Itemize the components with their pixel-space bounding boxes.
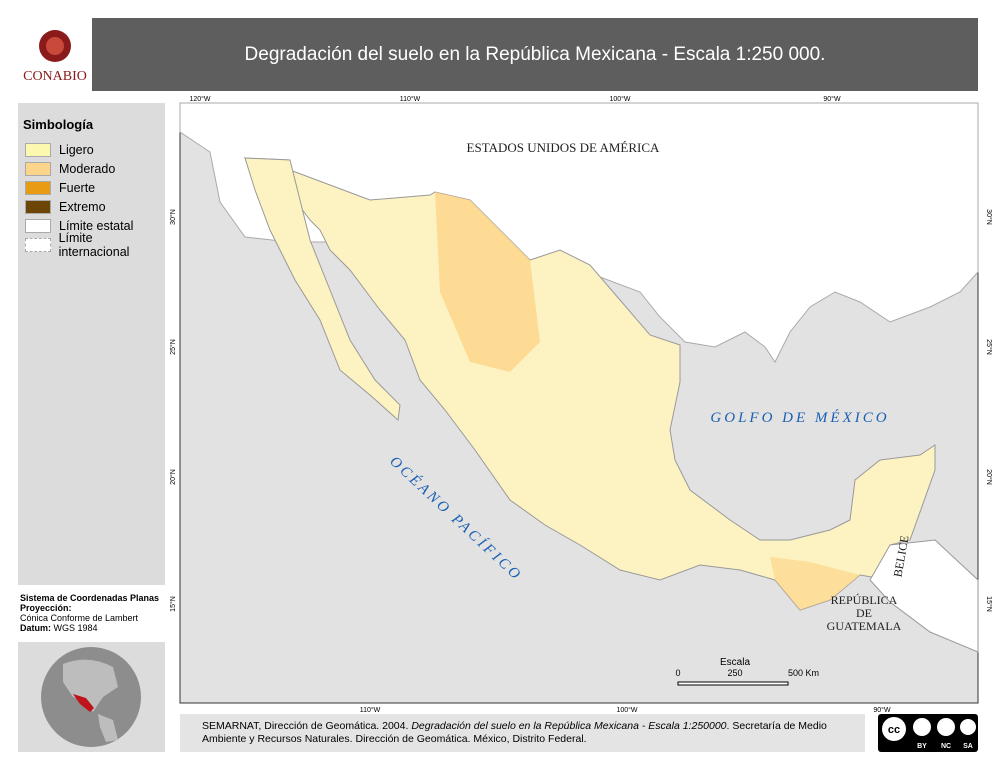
projection-title: Sistema de Coordenadas Planas (20, 593, 160, 603)
guatemala-land (869, 539, 979, 653)
logo-icon (39, 30, 71, 62)
legend-item: Ligero (18, 140, 165, 159)
title: Degradación del suelo en la República Me… (244, 44, 826, 65)
legend-swatch (25, 180, 51, 195)
legend-swatch (25, 218, 51, 233)
top-tick-label: 120°W (189, 95, 210, 103)
projection-label: Proyección: (20, 603, 72, 613)
citation-title: Degradación del suelo en la República Me… (411, 720, 727, 732)
legend-items: Ligero Moderado Fuerte Extremo Límite estata… (18, 140, 165, 259)
gulf-label: GOLFO DE MÉXICO (710, 409, 889, 426)
right-tick-label: 15°N (985, 596, 993, 612)
header: CONABIO Degradación del suelo en la Repú… (18, 18, 978, 91)
legend-item: Extremo (18, 197, 165, 216)
guatemala-label: DE (856, 606, 872, 620)
legend-swatch (25, 199, 51, 214)
citation-text: . Secretaría de Medio Ambiente y Recurso… (202, 720, 827, 745)
legend: Simbología Ligero Moderado Fuerte Extremo Lí… (18, 103, 165, 585)
scale-label: 500 Km (788, 668, 819, 678)
legend-swatch (25, 161, 51, 176)
citation-text: SEMARNAT, Dirección de Geomática. 2004. (202, 720, 412, 732)
right-tick-label: 25°N (985, 339, 993, 355)
top-tick-label: 90°W (823, 95, 841, 103)
citation: SEMARNAT, Dirección de Geomática. 2004. … (180, 714, 865, 752)
datum-label: Datum: (20, 623, 51, 633)
legend-label: Límite internacional (58, 230, 130, 259)
top-tick-label: 110°W (400, 95, 421, 103)
license-label: NC (941, 743, 951, 750)
scale-bar-rect (677, 681, 789, 686)
legend-label: Ligero (59, 142, 94, 157)
locator-globe (18, 642, 165, 752)
left-tick-label: 25°N (170, 339, 177, 355)
scale-label: 0 (675, 668, 680, 678)
legend-swatch (25, 237, 51, 252)
datum-value: WGS 1984 (53, 623, 98, 633)
scale-label: 250 (727, 668, 742, 678)
usa-label: ESTADOS UNIDOS DE AMÉRICA (467, 140, 660, 155)
top-tick-label: 100°W (609, 95, 630, 103)
bottom-tick-label: 100°W (616, 706, 637, 712)
guatemala-label: REPÚBLICA (831, 593, 898, 607)
right-tick-label: 30°N (985, 209, 993, 225)
scale-bar: Escala 0 250 500 Km (675, 657, 819, 686)
guatemala-label: GUATEMALA (827, 619, 902, 633)
moderate-area (435, 192, 540, 372)
baja-land (244, 157, 401, 422)
cc-icons: cc BY NC SA (882, 717, 976, 750)
bottom-tick-label: 110°W (360, 706, 381, 712)
right-tick-label: 20°N (985, 469, 993, 485)
legend-swatch (25, 142, 51, 157)
license-badge: cc BY NC SA (878, 714, 978, 752)
legend-item: Límite estatal (18, 216, 165, 235)
legend-label: Moderado (59, 161, 116, 176)
svg-text:cc: cc (888, 724, 900, 736)
globe (41, 647, 141, 747)
projection-info: Sistema de Coordenadas Planas Proyección… (20, 593, 165, 633)
left-tick-label: 15°N (170, 596, 177, 612)
logo-text: CONABIO (23, 69, 87, 84)
moderate-area (770, 557, 860, 610)
left-tick-label: 20°N (170, 469, 177, 485)
left-tick-label: 30°N (170, 209, 177, 225)
legend-item: Fuerte (18, 178, 165, 197)
license-label: SA (963, 743, 973, 750)
legend-title: Simbología (23, 117, 94, 132)
projection-value: Cónica Conforme de Lambert (20, 613, 139, 623)
map: ESTADOS UNIDOS DE AMÉRICA GOLFO DE MÉXIC… (170, 95, 993, 712)
legend-label: Extremo (59, 199, 106, 214)
legend-item: Límite internacional (18, 231, 165, 259)
legend-item: Moderado (18, 159, 165, 178)
logo: CONABIO (18, 18, 92, 91)
legend-label: Fuerte (59, 180, 96, 195)
license-label: BY (917, 743, 927, 750)
bottom-tick-label: 90°W (873, 706, 891, 712)
scale-title: Escala (720, 657, 750, 668)
legend-label: Límite estatal (59, 218, 134, 233)
